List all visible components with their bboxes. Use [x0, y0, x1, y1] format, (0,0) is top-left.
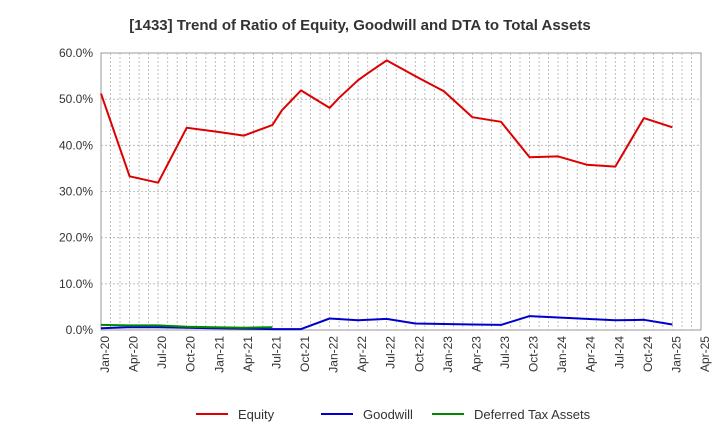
legend: Equity Goodwill Deferred Tax Assets: [196, 407, 591, 422]
x-tick-label: Apr-24: [584, 336, 598, 372]
series-lines: [100, 59, 673, 331]
legend-label-equity: Equity: [238, 407, 275, 422]
x-tick-label: Apr-25: [698, 336, 712, 372]
x-tick-label: Jan-23: [441, 336, 455, 373]
x-tick-label: Jan-25: [669, 336, 683, 373]
x-tick-label: Jul-24: [612, 336, 626, 369]
equity-line: [100, 59, 673, 184]
y-tick-label: 0.0%: [66, 323, 94, 337]
x-tick-label: Oct-23: [527, 336, 541, 372]
x-tick-label: Apr-20: [127, 336, 141, 372]
x-tick-label: Oct-21: [298, 336, 312, 372]
y-tick-label: 10.0%: [59, 277, 93, 291]
x-axis-ticks: Jan-20 Apr-20 Jul-20 Oct-20 Jan-21 Apr-21 Jul-…: [98, 336, 712, 373]
x-tick-label: Jul-23: [498, 336, 512, 369]
x-tick-label: Oct-20: [184, 336, 198, 372]
y-tick-label: 30.0%: [59, 185, 93, 199]
x-tick-label: Jan-21: [212, 336, 226, 373]
x-tick-label: Jan-24: [555, 336, 569, 373]
y-tick-label: 20.0%: [59, 231, 93, 245]
legend-label-deferred-tax-assets: Deferred Tax Assets: [474, 407, 591, 422]
x-tick-label: Apr-23: [469, 336, 483, 372]
x-tick-label: Oct-24: [641, 336, 655, 372]
y-tick-label: 60.0%: [59, 46, 93, 60]
x-tick-label: Jul-20: [155, 336, 169, 369]
x-tick-label: Apr-21: [241, 336, 255, 372]
y-tick-label: 50.0%: [59, 92, 93, 106]
deferred-tax-assets-line: [100, 323, 273, 329]
y-axis-ticks: 0.0% 10.0% 20.0% 30.0% 40.0% 50.0% 60.0%: [59, 46, 93, 337]
y-tick-label: 40.0%: [59, 138, 93, 152]
x-tick-label: Apr-22: [355, 336, 369, 372]
x-tick-label: Jan-20: [98, 336, 112, 373]
legend-label-goodwill: Goodwill: [363, 407, 413, 422]
x-tick-label: Jul-21: [269, 336, 283, 369]
chart-title: [1433] Trend of Ratio of Equity, Goodwil…: [129, 17, 590, 34]
x-tick-label: Oct-22: [412, 336, 426, 372]
x-tick-label: Jul-22: [384, 336, 398, 369]
x-tick-label: Jan-22: [327, 336, 341, 373]
grid: [101, 53, 701, 330]
